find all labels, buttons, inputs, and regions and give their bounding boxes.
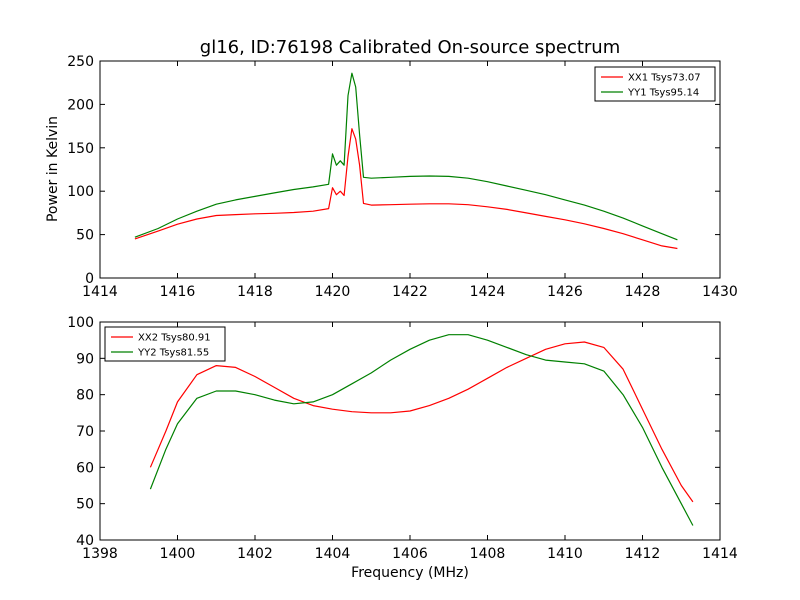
x-tick-label: 1400 — [160, 546, 196, 562]
x-tick-label: 1414 — [702, 546, 738, 562]
y-tick-label: 40 — [76, 533, 94, 549]
legend-label: YY1 Tsys95.14 — [627, 88, 699, 99]
x-tick-label: 1418 — [237, 284, 273, 300]
x-tick-label: 1398 — [82, 546, 118, 562]
legend-label: YY2 Tsys81.55 — [137, 348, 209, 359]
series-line-1-1 — [134, 128, 678, 250]
y-axis-label: Power in Kelvin — [45, 116, 61, 222]
series-line-2-1 — [149, 341, 694, 503]
x-tick-label: 1406 — [392, 546, 428, 562]
legend-label: XX2 Tsys80.91 — [138, 333, 211, 344]
y-tick-label: 50 — [76, 497, 94, 513]
x-tick-label: 1424 — [470, 284, 506, 300]
chart-1: 1414 1416 1418 1420 1422 1424 1426 1428 1430 0 50 1… — [45, 54, 738, 300]
y-tick-label: 50 — [76, 228, 94, 244]
x-tick-label: 1408 — [470, 546, 506, 562]
y-tick-label: 150 — [67, 141, 94, 157]
x-tick-label: 1420 — [315, 284, 351, 300]
x-tick-label: 1410 — [547, 546, 583, 562]
y-tick-label: 60 — [76, 460, 94, 476]
y-tick-label: 100 — [67, 315, 94, 331]
legend-label: XX1 Tsys73.07 — [628, 73, 701, 84]
y-tick-label: 70 — [76, 424, 94, 440]
y-tick-label: 0 — [85, 271, 94, 287]
y-tick-label: 250 — [67, 54, 94, 70]
y-tick-label: 80 — [76, 388, 94, 404]
x-tick-label: 1428 — [625, 284, 661, 300]
figure-title: gl16, ID:76198 Calibrated On-source spec… — [200, 37, 620, 58]
x-tick-label: 1426 — [547, 284, 583, 300]
legend-box-2 — [104, 326, 226, 362]
x-tick-label: 1430 — [702, 284, 738, 300]
x-tick-label: 1412 — [625, 546, 661, 562]
chart-2: 1398 1400 1402 1404 1406 1408 1410 1412 1414 40 50… — [67, 315, 738, 562]
series-line-1-2 — [134, 72, 678, 241]
plots-group: 1414 1416 1418 1420 1422 1424 1426 1428 14300501… — [45, 54, 738, 562]
y-tick-label: 100 — [67, 184, 94, 200]
y-tick-label: 90 — [76, 351, 94, 367]
figure-xlabel: Frequency (MHz) — [351, 565, 469, 581]
y-tick-label: 200 — [67, 97, 94, 113]
x-tick-label: 1414 — [82, 284, 118, 300]
x-tick-label: 1402 — [237, 546, 273, 562]
legend-box-1 — [594, 66, 716, 102]
x-tick-label: 1422 — [392, 284, 428, 300]
x-tick-label: 1416 — [160, 284, 196, 300]
series-line-2-2 — [149, 334, 694, 526]
x-tick-label: 1404 — [315, 546, 351, 562]
